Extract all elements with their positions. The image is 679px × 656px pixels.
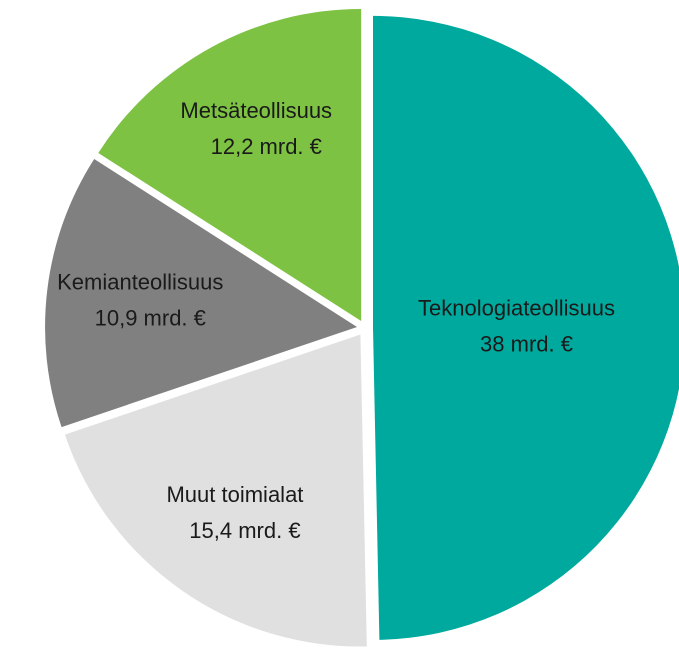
value-label: 15,4 mrd. € bbox=[189, 518, 300, 543]
value-label: 12,2 mrd. € bbox=[211, 134, 322, 159]
slice-label: Teknologiateollisuus bbox=[418, 295, 615, 320]
slice-label: Metsäteollisuus bbox=[180, 98, 332, 123]
slice-label: Kemianteollisuus bbox=[57, 269, 223, 294]
value-label: 38 mrd. € bbox=[480, 331, 573, 356]
pie-slice bbox=[45, 158, 358, 428]
pie-slice bbox=[64, 334, 367, 647]
pie-slice bbox=[98, 8, 362, 321]
value-label: 10,9 mrd. € bbox=[95, 305, 206, 330]
slice-label: Muut toimialat bbox=[166, 482, 303, 507]
pie-slice bbox=[373, 15, 679, 640]
